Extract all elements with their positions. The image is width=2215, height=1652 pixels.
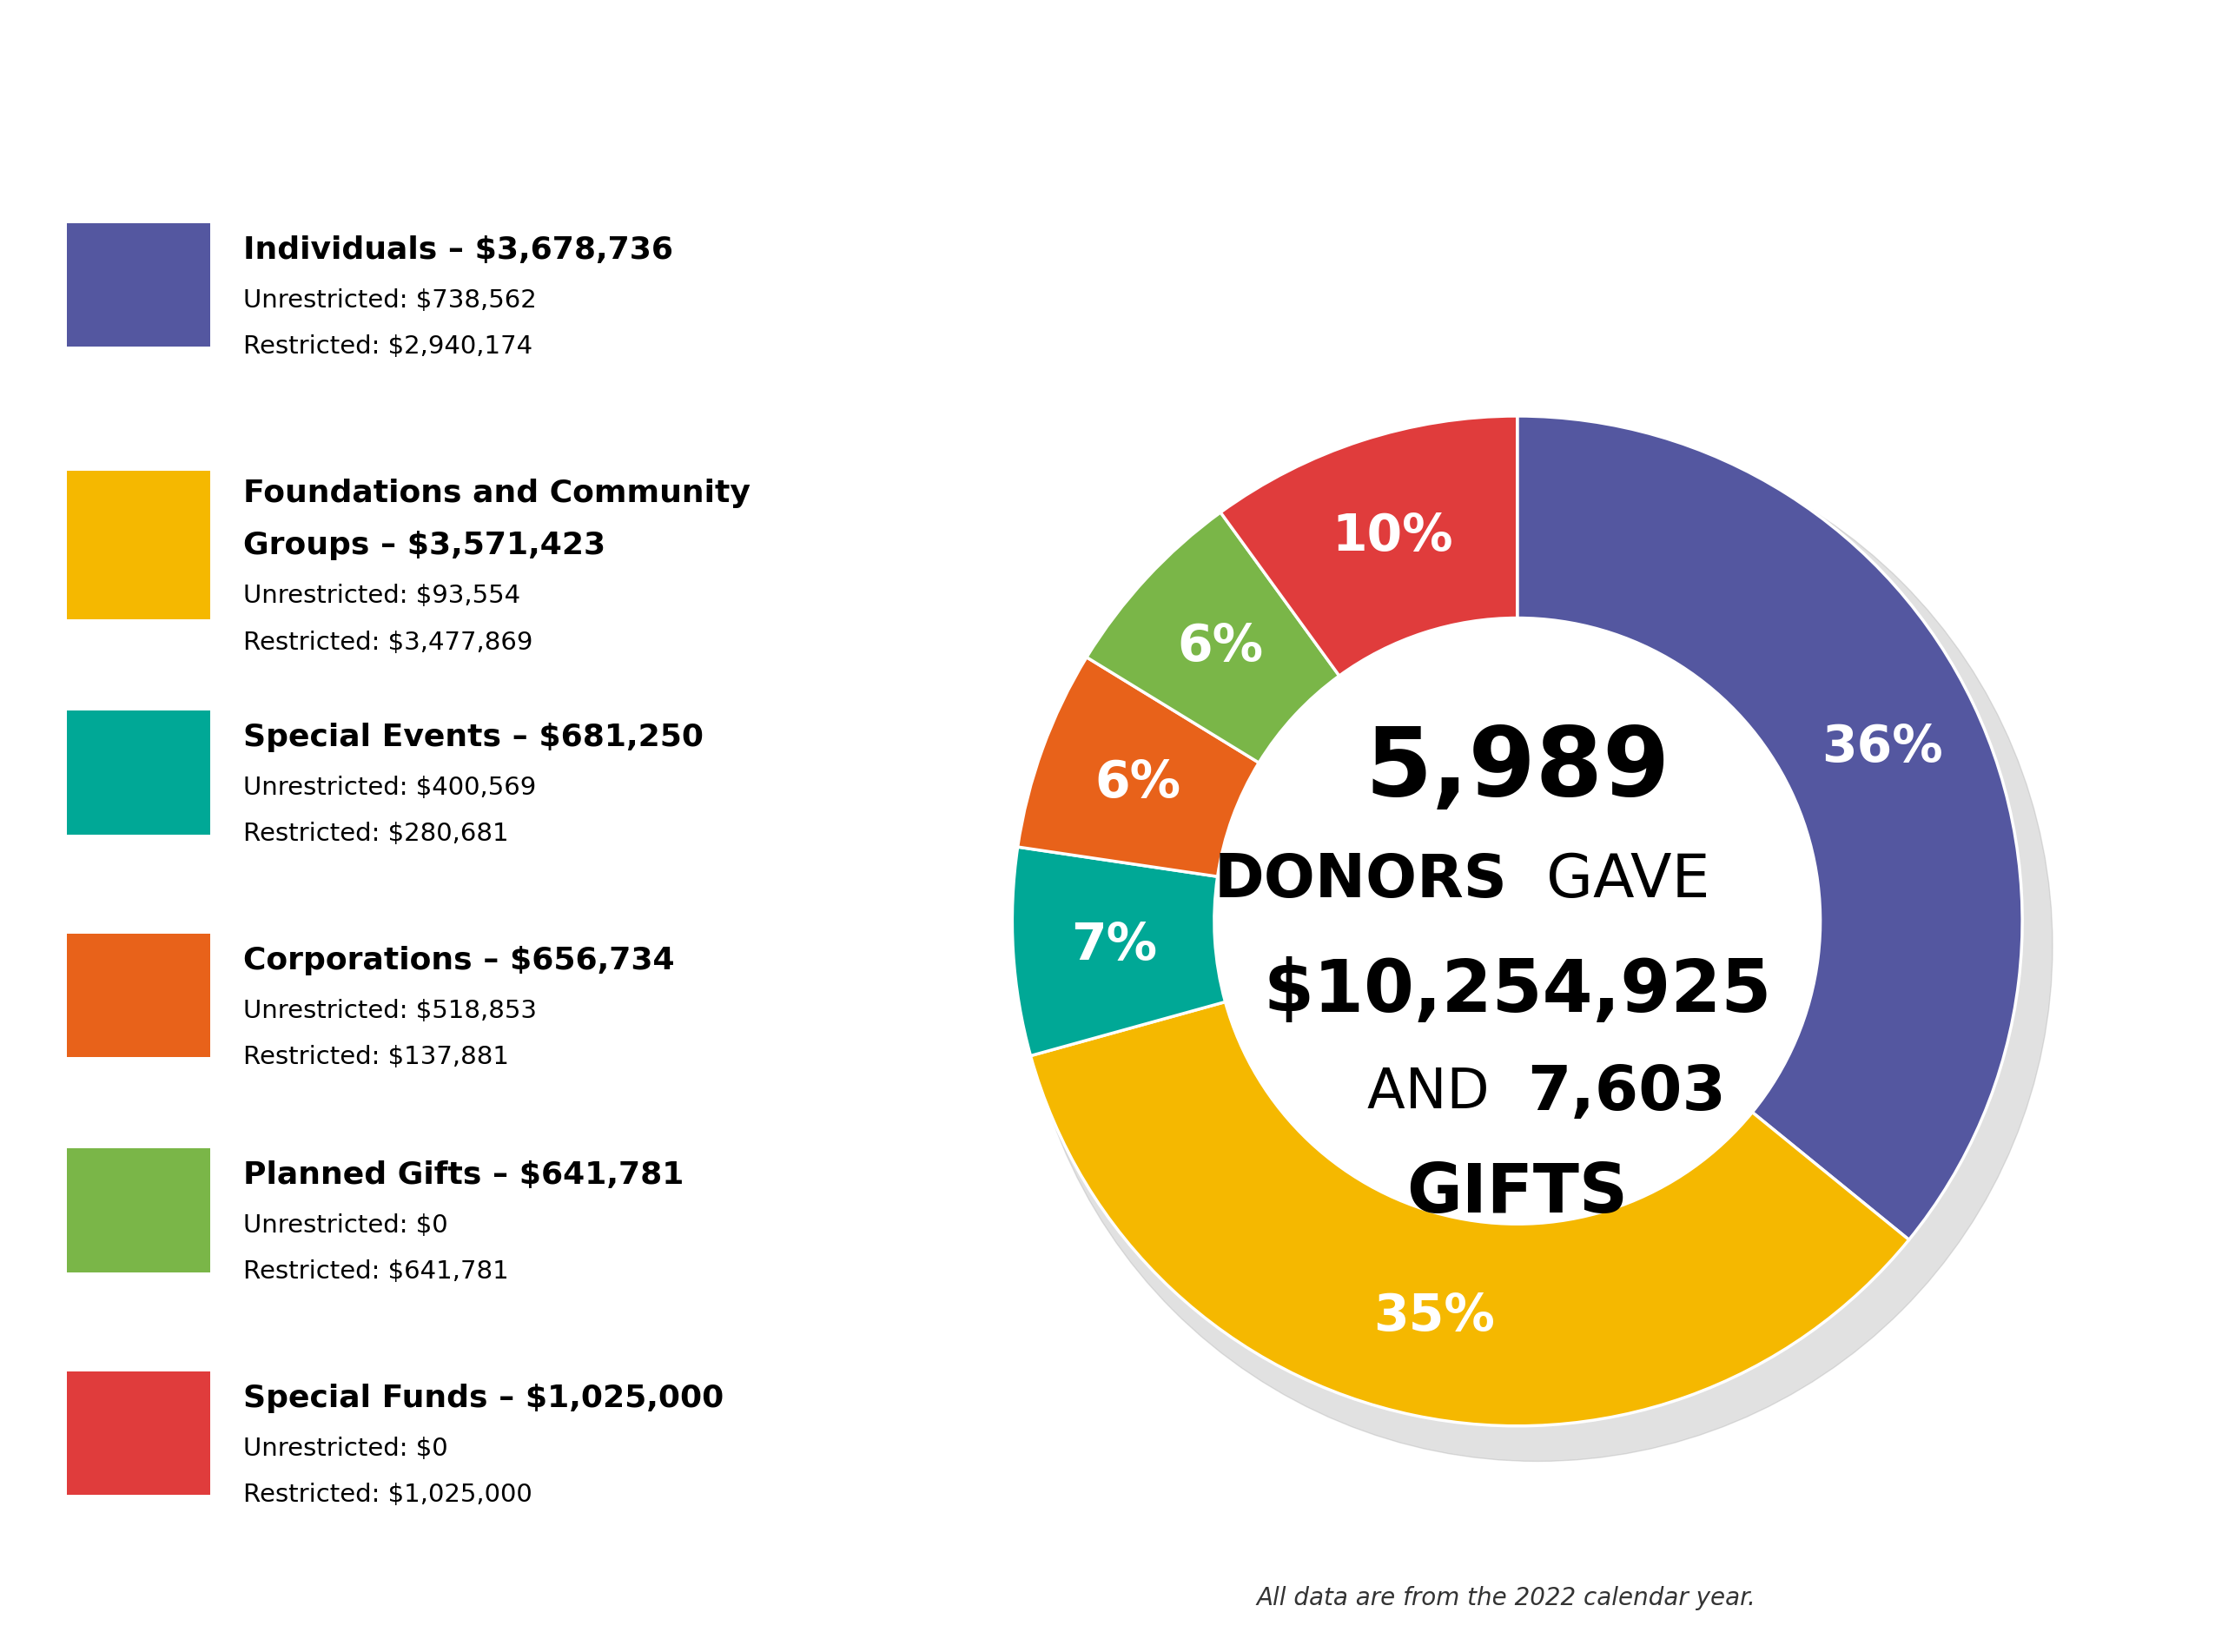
Text: 6%: 6% — [1178, 623, 1265, 671]
Text: Planned Gifts – $641,781: Planned Gifts – $641,781 — [244, 1160, 684, 1189]
Text: Restricted: $137,881: Restricted: $137,881 — [244, 1046, 509, 1069]
Text: 35%: 35% — [1373, 1292, 1495, 1341]
Wedge shape — [1517, 416, 2022, 1239]
Wedge shape — [1012, 847, 1225, 1056]
Text: Unrestricted: $93,554: Unrestricted: $93,554 — [244, 585, 521, 608]
Text: Restricted: $2,940,174: Restricted: $2,940,174 — [244, 334, 534, 358]
Text: Corporations – $656,734: Corporations – $656,734 — [244, 945, 676, 975]
Wedge shape — [1220, 416, 1517, 676]
Text: Restricted: $1,025,000: Restricted: $1,025,000 — [244, 1483, 532, 1507]
Text: Special Funds – $1,025,000: Special Funds – $1,025,000 — [244, 1384, 724, 1412]
Wedge shape — [1030, 1001, 1909, 1426]
Text: Foundations and Community: Foundations and Community — [244, 479, 751, 507]
Text: 10%: 10% — [1331, 512, 1453, 562]
Circle shape — [1245, 653, 1830, 1239]
Text: 6%: 6% — [1094, 758, 1181, 808]
Wedge shape — [1017, 657, 1258, 877]
Text: Restricted: $641,781: Restricted: $641,781 — [244, 1260, 509, 1284]
Text: Unrestricted: $0: Unrestricted: $0 — [244, 1213, 447, 1237]
Text: Special Events – $681,250: Special Events – $681,250 — [244, 724, 704, 752]
Text: All data are from the 2022 calendar year.: All data are from the 2022 calendar year… — [1256, 1586, 1756, 1611]
Circle shape — [1023, 431, 2053, 1462]
Text: DONORS: DONORS — [1214, 851, 1506, 910]
Wedge shape — [1088, 512, 1340, 763]
Text: Year in Review: 2022: Year in Review: 2022 — [62, 46, 1345, 152]
Text: AND: AND — [1367, 1066, 1506, 1120]
Text: 5,989: 5,989 — [1364, 724, 1670, 816]
Text: Unrestricted: $400,569: Unrestricted: $400,569 — [244, 776, 536, 800]
Text: 7%: 7% — [1072, 922, 1156, 971]
Text: 7,603: 7,603 — [1528, 1062, 1725, 1123]
Text: Unrestricted: $738,562: Unrestricted: $738,562 — [244, 287, 536, 312]
Text: GIFTS: GIFTS — [1407, 1161, 1628, 1227]
Text: Restricted: $3,477,869: Restricted: $3,477,869 — [244, 629, 534, 654]
Text: $10,254,925: $10,254,925 — [1263, 957, 1772, 1028]
Circle shape — [1214, 618, 1821, 1224]
Text: GAVE: GAVE — [1528, 851, 1710, 910]
Text: Unrestricted: $0: Unrestricted: $0 — [244, 1436, 447, 1460]
Text: Restricted: $280,681: Restricted: $280,681 — [244, 823, 509, 846]
Text: Individuals – $3,678,736: Individuals – $3,678,736 — [244, 235, 673, 264]
Text: 36%: 36% — [1821, 724, 1943, 771]
Text: Groups – $3,571,423: Groups – $3,571,423 — [244, 532, 607, 560]
Text: Unrestricted: $518,853: Unrestricted: $518,853 — [244, 998, 538, 1023]
